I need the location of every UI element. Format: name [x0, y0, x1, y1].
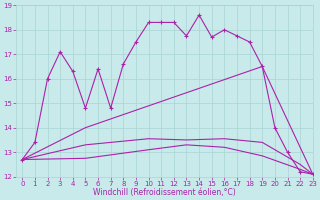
- X-axis label: Windchill (Refroidissement éolien,°C): Windchill (Refroidissement éolien,°C): [93, 188, 236, 197]
